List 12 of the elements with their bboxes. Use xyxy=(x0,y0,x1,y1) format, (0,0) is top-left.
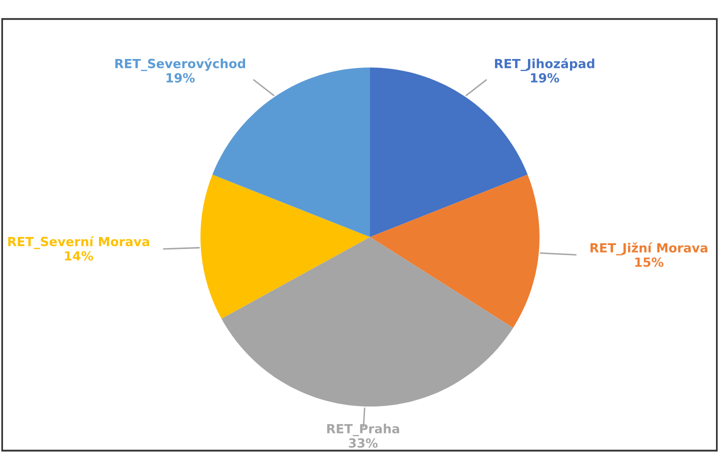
pie-slice xyxy=(370,174,540,328)
data-label: 33% xyxy=(348,438,378,448)
data-label: 15% xyxy=(635,257,664,267)
data-label: 14% xyxy=(65,251,94,261)
slice-label: RET_Severovýchod xyxy=(115,58,246,72)
slice-label: RET_Severní Morava xyxy=(8,236,150,250)
data-label: 19% xyxy=(531,73,560,83)
pie-slice xyxy=(200,174,370,319)
slice-label: RET_Praha xyxy=(327,424,400,436)
slice-label: RET_Jihozápad xyxy=(495,58,594,72)
data-label: 19% xyxy=(166,73,195,83)
slice-label: RET_Jižní Morava xyxy=(590,242,708,256)
